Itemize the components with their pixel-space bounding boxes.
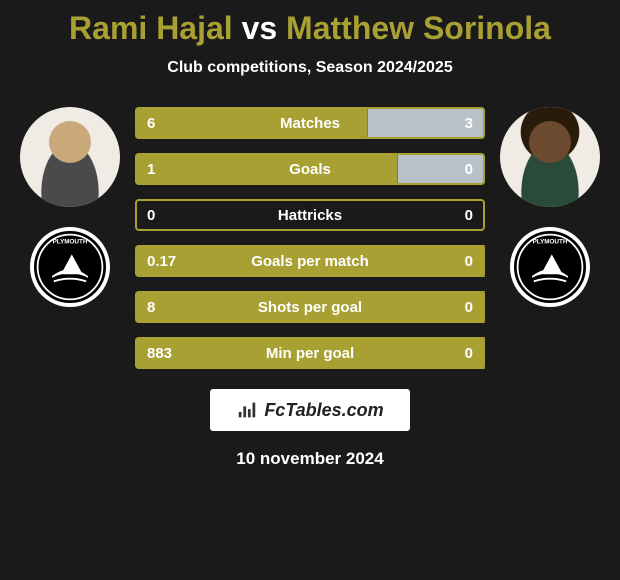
chart-icon: [236, 399, 258, 421]
stat-row: 6 3 Matches: [135, 107, 485, 139]
stat-row: 1 0 Goals: [135, 153, 485, 185]
stat-row: 8 0 Shots per goal: [135, 291, 485, 323]
player2-avatar-icon: [500, 107, 600, 207]
stat-value-left: 0: [147, 207, 155, 224]
player1-avatar-icon: [20, 107, 120, 207]
player1-photo: [20, 107, 120, 207]
subtitle: Club competitions, Season 2024/2025: [0, 59, 620, 77]
fctables-label: FcTables.com: [264, 400, 383, 421]
stat-value-left: 883: [147, 345, 172, 362]
title-vs: vs: [242, 10, 278, 46]
stat-value-right: 0: [465, 345, 473, 362]
stat-value-left: 6: [147, 115, 155, 132]
comparison-title: Rami Hajal vs Matthew Sorinola: [0, 10, 620, 47]
stat-value-right: 3: [465, 115, 473, 132]
footer: FcTables.com 10 november 2024: [0, 389, 620, 469]
stat-label: Goals per match: [251, 253, 369, 270]
plymouth-badge-icon: PLYMOUTH: [514, 231, 586, 303]
stat-value-left: 0.17: [147, 253, 176, 270]
comparison-panel: PLYMOUTH 6 3 Matches 1 0 Goals 0 0 Hattricks 0.17…: [0, 107, 620, 369]
stat-value-right: 0: [465, 253, 473, 270]
fctables-badge: FcTables.com: [210, 389, 409, 431]
stat-value-right: 0: [465, 207, 473, 224]
stat-label: Matches: [280, 115, 340, 132]
stat-row: 0 0 Hattricks: [135, 199, 485, 231]
stat-label: Min per goal: [266, 345, 354, 362]
player2-photo: [500, 107, 600, 207]
stat-value-left: 8: [147, 299, 155, 316]
date: 10 november 2024: [236, 449, 383, 469]
stat-value-left: 1: [147, 161, 155, 178]
stat-row: 883 0 Min per goal: [135, 337, 485, 369]
stats-bars: 6 3 Matches 1 0 Goals 0 0 Hattricks 0.17 0 Goals pe…: [135, 107, 485, 369]
stat-label: Hattricks: [278, 207, 342, 224]
title-player1: Rami Hajal: [69, 10, 233, 46]
stat-value-right: 0: [465, 299, 473, 316]
stat-label: Shots per goal: [258, 299, 362, 316]
player1-club-logo: PLYMOUTH: [30, 227, 110, 307]
stat-bar-left: [135, 153, 398, 185]
title-player2: Matthew Sorinola: [286, 10, 551, 46]
svg-text:PLYMOUTH: PLYMOUTH: [53, 239, 88, 246]
stat-row: 0.17 0 Goals per match: [135, 245, 485, 277]
stat-value-right: 0: [465, 161, 473, 178]
svg-text:PLYMOUTH: PLYMOUTH: [533, 239, 568, 246]
player1-column: PLYMOUTH: [15, 107, 125, 307]
plymouth-badge-icon: PLYMOUTH: [34, 231, 106, 303]
stat-label: Goals: [289, 161, 331, 178]
player2-club-logo: PLYMOUTH: [510, 227, 590, 307]
player2-column: PLYMOUTH: [495, 107, 605, 307]
